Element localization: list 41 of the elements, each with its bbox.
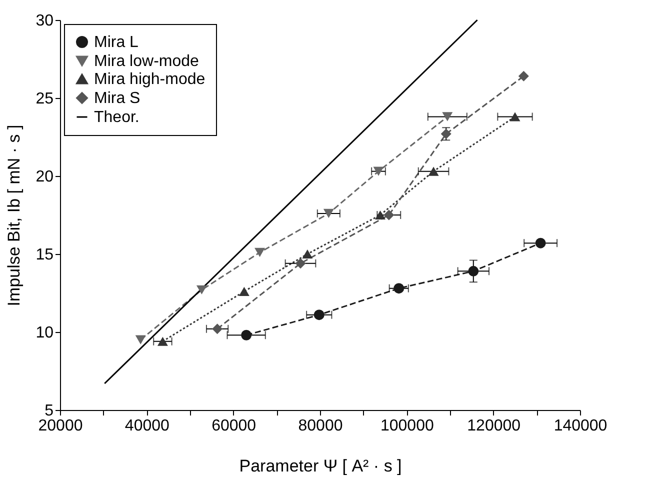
y-tick-label: 15	[36, 246, 54, 264]
point	[394, 283, 404, 294]
point	[384, 210, 394, 220]
y-tick-label: 20	[36, 168, 54, 186]
point	[238, 286, 250, 296]
y-axis-title: Impulse Bit, Ib [ mN · s ]	[4, 124, 24, 306]
x-tick-label: 100000	[380, 418, 434, 434]
point	[212, 324, 223, 334]
point	[295, 258, 306, 269]
legend-label: Mira L	[94, 34, 139, 51]
point	[374, 210, 386, 220]
point	[302, 249, 313, 259]
legend-label: Mira low-mode	[94, 53, 200, 70]
y-tick-label: 5	[44, 402, 54, 420]
x-tick-label: 60000	[212, 418, 256, 434]
point	[510, 112, 520, 122]
x-tick-label: 140000	[554, 418, 608, 434]
point	[373, 166, 384, 176]
point	[157, 336, 168, 346]
x-axis-title: Parameter Ψ [ A² · s ]	[239, 456, 402, 476]
legend-label: Mira S	[94, 90, 140, 107]
y-tick-label: 10	[36, 324, 54, 342]
point	[196, 285, 207, 294]
y-tick-label: 25	[36, 90, 54, 108]
point	[314, 310, 324, 320]
point	[323, 208, 334, 218]
x-tick-label: 120000	[467, 418, 521, 434]
x-tick-label: 40000	[124, 418, 170, 434]
point	[241, 330, 252, 340]
legend-label: Theor.	[94, 109, 140, 126]
point	[254, 248, 266, 257]
point	[135, 335, 146, 344]
point	[535, 238, 546, 248]
legend-label: Mira high-mode	[94, 71, 206, 88]
point	[428, 166, 439, 176]
y-tick-label: 30	[36, 12, 54, 30]
point	[468, 266, 479, 276]
point	[518, 70, 529, 82]
x-tick-label: 20000	[38, 418, 83, 434]
point	[442, 112, 453, 122]
x-tick-label: 80000	[298, 418, 343, 434]
